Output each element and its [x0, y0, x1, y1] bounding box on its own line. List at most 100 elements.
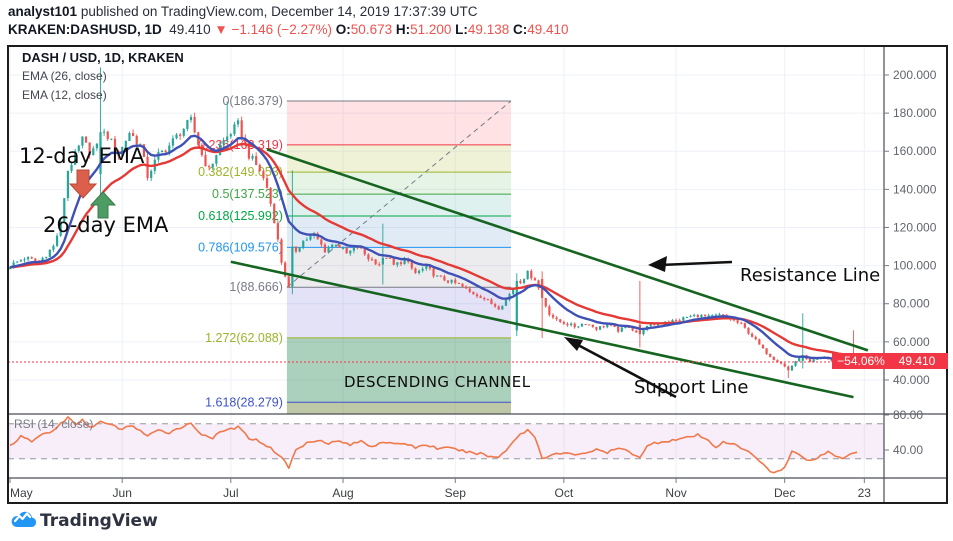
candle-body — [421, 268, 424, 271]
candle-body — [349, 250, 352, 254]
candle-body — [584, 323, 587, 325]
author-name: analyst101 — [8, 4, 78, 19]
resistance-arrow-shaft — [659, 260, 733, 267]
candle-body — [580, 323, 584, 327]
tradingview-brand-text[interactable]: TradingView — [40, 511, 158, 531]
rsi-band — [8, 423, 884, 459]
time-tick-label: Dec — [774, 486, 795, 500]
candle-body — [291, 246, 294, 287]
candle-body — [356, 247, 359, 249]
price-tick-label: 120.000 — [893, 220, 937, 234]
candle-body — [830, 359, 833, 361]
ema26-pointer-up-arrow-icon — [89, 191, 117, 219]
candle-body — [74, 150, 77, 165]
price-tick-label: 180.000 — [893, 106, 937, 120]
candle-body — [620, 327, 623, 332]
pane-title: DASH / USD, 1D, KRAKEN — [22, 50, 184, 65]
candle-body — [378, 264, 381, 266]
candle-body — [562, 321, 565, 324]
candle-body — [171, 138, 174, 146]
candle-body — [468, 288, 471, 292]
candle-body — [772, 356, 775, 361]
candle-body — [700, 314, 703, 318]
resistance-trendline — [266, 148, 869, 352]
candle-body — [533, 278, 536, 281]
candle-body — [751, 333, 754, 337]
tradingview-logo-icon[interactable] — [10, 508, 38, 530]
low-value: 49.138 — [467, 22, 510, 37]
candle-body — [794, 361, 797, 366]
price-tick-label: 40.000 — [893, 373, 930, 387]
candle-body — [168, 145, 171, 153]
candle-body — [551, 314, 555, 318]
candle-body — [522, 279, 526, 283]
candle-body — [399, 262, 403, 265]
candle-body — [233, 124, 236, 135]
candle-body — [602, 326, 605, 328]
candle-body — [559, 319, 562, 322]
candle-body — [294, 246, 298, 252]
chart-frame — [7, 45, 948, 504]
candle-body — [443, 276, 446, 281]
symbol-name: KRAKEN:DASHUSD, 1D — [8, 22, 162, 37]
time-axis-zone[interactable] — [8, 478, 884, 503]
candle-body — [606, 324, 609, 328]
candle-body — [674, 319, 678, 321]
candle-body — [360, 247, 363, 249]
candle-body — [808, 359, 812, 363]
candle-body — [30, 257, 33, 259]
fib-band — [286, 100, 512, 145]
rsi-pane — [8, 416, 884, 474]
time-tick-label: Nov — [665, 486, 686, 500]
candle-body — [403, 258, 406, 265]
candle-body — [363, 248, 366, 255]
support-arrow-shaft — [577, 343, 677, 399]
candle-body — [613, 325, 616, 327]
annotation-arrows — [68, 169, 733, 399]
candle-body — [262, 171, 265, 179]
fib-level-label: 0.786(109.576) — [198, 240, 283, 254]
time-tick-label: Jun — [113, 486, 132, 500]
candle-body — [269, 187, 272, 204]
legend-ema12[interactable]: EMA (12, close) — [22, 88, 107, 102]
legend-ema26[interactable]: EMA (26, close) — [22, 69, 107, 83]
candle-body — [515, 280, 518, 331]
candle-body — [678, 320, 681, 322]
candle-body — [428, 265, 432, 269]
candle-body — [758, 339, 761, 345]
candle-body — [55, 235, 59, 246]
candle-body — [8, 267, 12, 270]
candle-body — [77, 145, 80, 151]
candle-body — [175, 134, 178, 139]
fib-level-label: 1(88.666) — [229, 280, 283, 294]
candle-body — [493, 304, 497, 307]
candle-body — [765, 348, 768, 354]
candle-body — [99, 132, 102, 175]
candle-body — [273, 203, 276, 224]
candle-body — [740, 322, 743, 324]
fib-band — [286, 216, 512, 248]
candle-body — [211, 163, 214, 168]
candle-body — [649, 324, 652, 326]
fib-band — [286, 337, 512, 403]
candle-body — [693, 314, 696, 316]
candle-body — [776, 360, 779, 363]
candle-body — [338, 244, 341, 248]
rsi-legend[interactable]: RSI (14, close) — [14, 417, 94, 431]
candle-body — [475, 294, 479, 297]
candle-body — [798, 357, 801, 362]
candles-layer — [8, 67, 859, 379]
candle-body — [302, 240, 305, 249]
price-axis-zone[interactable] — [884, 46, 947, 503]
rsi-tick-label: 80.00 — [893, 408, 923, 422]
annotation-26day-ema: 26-day EMA — [43, 213, 169, 237]
candle-body — [298, 248, 301, 252]
candle-body — [783, 363, 786, 367]
candle-body — [486, 299, 489, 301]
candle-body — [711, 315, 714, 317]
candle-body — [410, 261, 413, 269]
candle-body — [48, 249, 51, 257]
candle-body — [779, 362, 783, 364]
